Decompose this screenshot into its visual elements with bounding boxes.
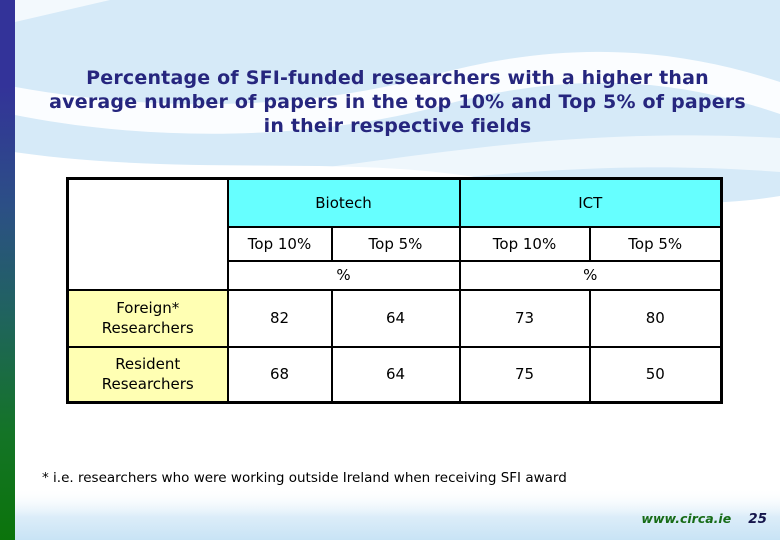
website-link: www.circa.ie <box>641 511 732 526</box>
footer: www.circa.ie 25 <box>641 511 767 527</box>
sub-header-row: Top 10% Top 5% Top 10% Top 5% <box>68 225 723 262</box>
corner-cell <box>66 177 229 291</box>
footnote: * i.e. researchers who were working outs… <box>42 470 567 486</box>
sub-header-ict-top10: Top 10% <box>458 225 591 262</box>
cell-resident-ict-top10: 75 <box>458 345 591 404</box>
slide-title: Percentage of SFI-funded researchers wit… <box>15 66 780 138</box>
page-number: 25 <box>748 511 767 527</box>
group-header-biotech: Biotech <box>226 177 461 228</box>
cell-resident-ict-top5: 50 <box>588 345 723 404</box>
sub-header-ict-top5: Top 5% <box>588 225 723 262</box>
table-row-resident: Resident Researchers 68 64 75 50 <box>66 345 723 404</box>
unit-row: % % <box>68 259 723 291</box>
cell-foreign-ict-top10: 73 <box>458 288 591 348</box>
unit-cell-ict: % <box>458 259 723 291</box>
slide-title-line: Percentage of SFI-funded researchers wit… <box>86 67 709 89</box>
results-table: Biotech ICT Top 10% Top 5% Top 10% Top 5… <box>66 177 723 404</box>
cell-resident-biotech-top5: 64 <box>330 345 461 404</box>
sub-header-biotech-top5: Top 5% <box>330 225 461 262</box>
slide-title-line: in their respective fields <box>263 115 532 137</box>
accent-bar <box>0 0 15 540</box>
cell-foreign-biotech-top5: 64 <box>330 288 461 348</box>
cell-foreign-ict-top5: 80 <box>588 288 723 348</box>
sub-header-biotech-top10: Top 10% <box>226 225 333 262</box>
unit-cell-biotech: % <box>226 259 461 291</box>
cell-resident-biotech-top10: 68 <box>226 345 333 404</box>
row-label-foreign: Foreign* Researchers <box>66 288 229 348</box>
group-header-row: Biotech ICT <box>66 177 723 291</box>
table-row-foreign: Foreign* Researchers 82 64 73 80 <box>66 288 723 348</box>
slide-title-line: average number of papers in the top 10% … <box>49 91 746 113</box>
row-label-resident: Resident Researchers <box>66 345 229 404</box>
cell-foreign-biotech-top10: 82 <box>226 288 333 348</box>
group-header-ict: ICT <box>458 177 723 228</box>
